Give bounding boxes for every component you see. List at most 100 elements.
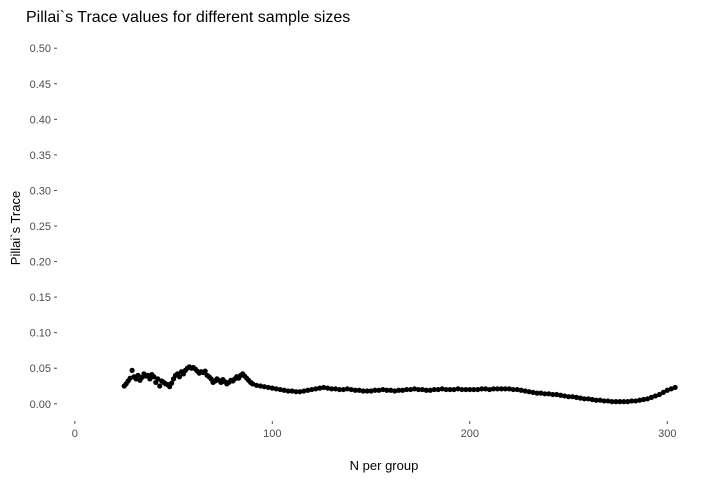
x-tick-label: 0 (72, 428, 78, 440)
data-point (577, 395, 583, 401)
data-point (277, 386, 283, 393)
data-point (388, 387, 394, 393)
data-point (644, 396, 651, 402)
data-point (526, 389, 532, 395)
x-tick-label: 200 (461, 428, 479, 440)
data-point (664, 387, 670, 393)
data-point (328, 386, 335, 392)
y-tick-label: 0.30 (30, 185, 51, 197)
data-point (498, 386, 504, 392)
data-point (151, 374, 157, 380)
data-point (321, 384, 327, 391)
data-point (348, 386, 354, 393)
data-point (157, 383, 163, 389)
data-point (475, 386, 481, 393)
data-point (660, 389, 666, 395)
data-point (482, 386, 489, 392)
data-point (435, 386, 441, 393)
data-point (522, 388, 528, 394)
data-point (581, 396, 587, 402)
data-point (518, 387, 524, 393)
y-axis-label: Pillai`s Trace (8, 191, 23, 265)
data-point (617, 399, 623, 405)
data-point (261, 384, 268, 390)
data-point (344, 386, 350, 392)
data-point (289, 388, 295, 394)
data-point (534, 390, 540, 396)
data-point (640, 396, 647, 403)
data-point (380, 386, 386, 393)
data-point (127, 375, 133, 381)
data-point (147, 376, 153, 382)
data-point (368, 388, 374, 394)
data-point (396, 387, 402, 393)
data-point (459, 386, 465, 393)
data-point (629, 398, 635, 404)
x-axis: 0 100 200 300 (72, 421, 676, 440)
data-point (542, 391, 548, 397)
data-point (637, 397, 643, 403)
data-point (403, 386, 410, 393)
data-point (265, 384, 271, 391)
data-point (297, 389, 303, 395)
data-point (502, 386, 508, 392)
y-tick-label: 0.10 (30, 328, 51, 340)
data-point (253, 382, 260, 388)
data-point (573, 394, 580, 400)
data-point (352, 387, 358, 393)
data-point (621, 399, 627, 405)
data-point (565, 394, 572, 400)
data-point (269, 385, 275, 391)
data-point (309, 386, 315, 393)
data-point (376, 387, 382, 393)
data-point (305, 387, 311, 393)
data-point (285, 388, 291, 394)
data-point (609, 399, 615, 405)
data-point (625, 399, 631, 405)
data-point (407, 386, 414, 393)
data-point (455, 386, 461, 392)
data-point (613, 399, 619, 405)
data-point (325, 385, 331, 391)
data-point (423, 387, 429, 393)
data-point (168, 380, 175, 386)
data-point (593, 397, 599, 403)
data-point (439, 386, 445, 392)
chart-title: Pillai`s Trace values for different samp… (26, 9, 350, 26)
y-tick-label: 0.40 (30, 114, 51, 126)
data-point (486, 386, 493, 393)
data-point (656, 391, 662, 398)
x-axis-label: N per group (350, 458, 419, 473)
data-point (589, 396, 595, 403)
data-point (605, 398, 611, 404)
data-point (514, 386, 520, 393)
y-tick-label: 0.00 (30, 399, 51, 411)
data-point (668, 386, 674, 392)
data-point (585, 396, 591, 402)
data-point (372, 387, 378, 393)
data-point (313, 386, 319, 392)
data-point (506, 386, 512, 392)
data-point (443, 386, 449, 393)
data-point (554, 391, 560, 398)
data-point (467, 386, 473, 393)
y-tick-label: 0.15 (30, 292, 51, 304)
data-point (360, 388, 366, 394)
y-tick-label: 0.20 (30, 257, 51, 269)
data-point (400, 387, 406, 393)
data-point (463, 386, 469, 393)
data-point (129, 367, 135, 373)
data-point (558, 392, 564, 398)
data-point (384, 387, 390, 393)
data-point (419, 386, 425, 393)
data-point (431, 386, 437, 393)
data-point (415, 386, 422, 393)
data-point (273, 386, 279, 392)
x-tick-label: 100 (263, 428, 281, 440)
data-point (530, 389, 536, 395)
data-point (447, 386, 453, 393)
data-point (479, 386, 485, 392)
data-point (293, 389, 299, 395)
y-axis: 0.00 0.05 0.10 0.15 0.20 0.25 0.30 0.35 0.40 0.45… (30, 43, 57, 411)
data-point (281, 387, 287, 393)
